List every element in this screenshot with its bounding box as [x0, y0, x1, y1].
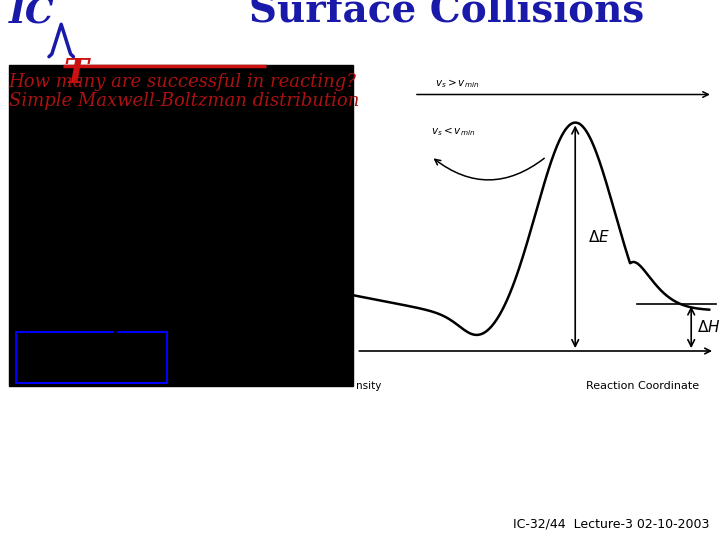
- Text: How many are successful in reacting?: How many are successful in reacting?: [9, 73, 356, 91]
- Text: Simple Maxwell-Boltzman distribution: Simple Maxwell-Boltzman distribution: [9, 92, 359, 110]
- Text: T=300K: T=300K: [315, 327, 351, 336]
- Text: $v_s > v_{min}$: $v_s > v_{min}$: [435, 77, 480, 90]
- Text: IC: IC: [9, 0, 54, 30]
- Text: T: T: [63, 57, 89, 90]
- Text: $\Delta H$: $\Delta H$: [697, 319, 720, 335]
- Text: Reaction Coordinate: Reaction Coordinate: [585, 381, 699, 391]
- Text: $\Delta E$: $\Delta E$: [588, 229, 611, 245]
- Bar: [9, 65, 353, 386]
- Text: nsity: nsity: [356, 381, 381, 391]
- Bar: [16, 332, 167, 383]
- Text: IC-32/44  Lecture-3 02-10-2003: IC-32/44 Lecture-3 02-10-2003: [513, 517, 709, 530]
- Text: T=800K: T=800K: [315, 288, 351, 297]
- Text: Surface Collisions: Surface Collisions: [249, 0, 644, 30]
- Text: $v_s < v_{min}$: $v_s < v_{min}$: [431, 125, 475, 138]
